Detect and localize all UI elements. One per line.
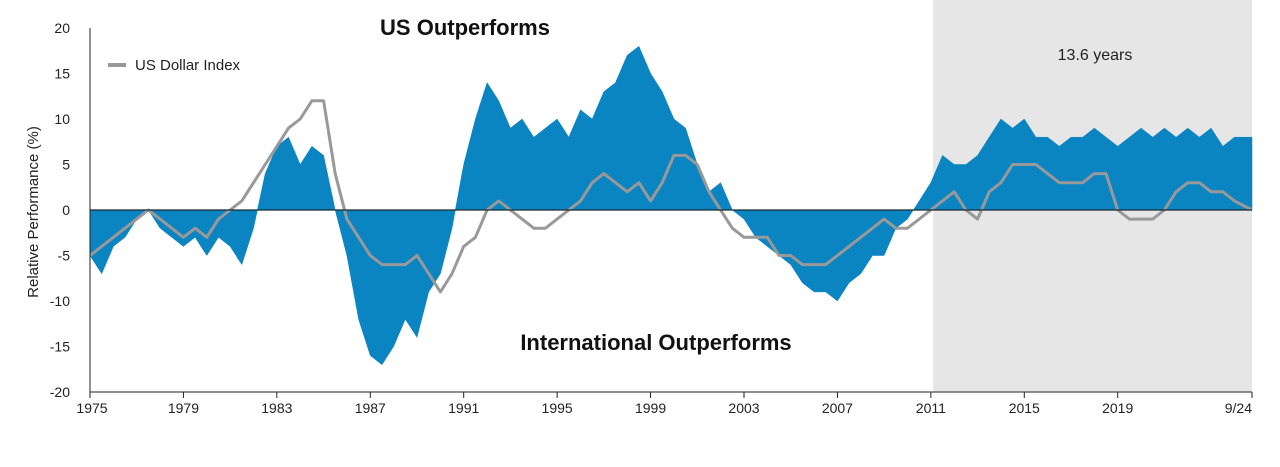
x-tick-label: 1975 <box>76 400 107 416</box>
y-tick-label: 0 <box>62 202 70 218</box>
y-tick-label: -20 <box>50 384 70 400</box>
y-tick-label: -15 <box>50 339 70 355</box>
x-tick-label: 2019 <box>1102 400 1133 416</box>
y-tick-label: 10 <box>54 111 70 127</box>
y-axis-label: Relative Performance (%) <box>25 126 42 298</box>
x-tick-label: 2007 <box>822 400 853 416</box>
annotation-us-outperforms: US Outperforms <box>380 15 550 40</box>
legend: US Dollar Index <box>108 57 241 74</box>
annotation-international-outperforms: International Outperforms <box>520 330 791 355</box>
annotation-shaded-period: 13.6 years <box>1058 47 1133 64</box>
y-tick-label: -5 <box>58 248 71 264</box>
x-tick-label: 2011 <box>916 400 946 416</box>
x-tick-label: 1979 <box>168 400 199 416</box>
y-tick-label: -10 <box>50 293 70 309</box>
x-tick-label: 2003 <box>728 400 759 416</box>
x-tick-label: 9/24 <box>1225 400 1252 416</box>
x-tick-label: 1987 <box>355 400 386 416</box>
x-tick-label: 2015 <box>1009 400 1040 416</box>
x-tick-label: 1991 <box>448 400 479 416</box>
legend-label: US Dollar Index <box>135 57 241 74</box>
x-tick-label: 1995 <box>542 400 573 416</box>
x-tick-label: 1999 <box>635 400 666 416</box>
y-tick-label: 20 <box>54 20 70 36</box>
y-tick-label: 5 <box>62 157 70 173</box>
us-dollar-index-line <box>89 99 1253 294</box>
y-tick-label: 15 <box>54 66 70 82</box>
x-tick-label: 1983 <box>261 400 292 416</box>
